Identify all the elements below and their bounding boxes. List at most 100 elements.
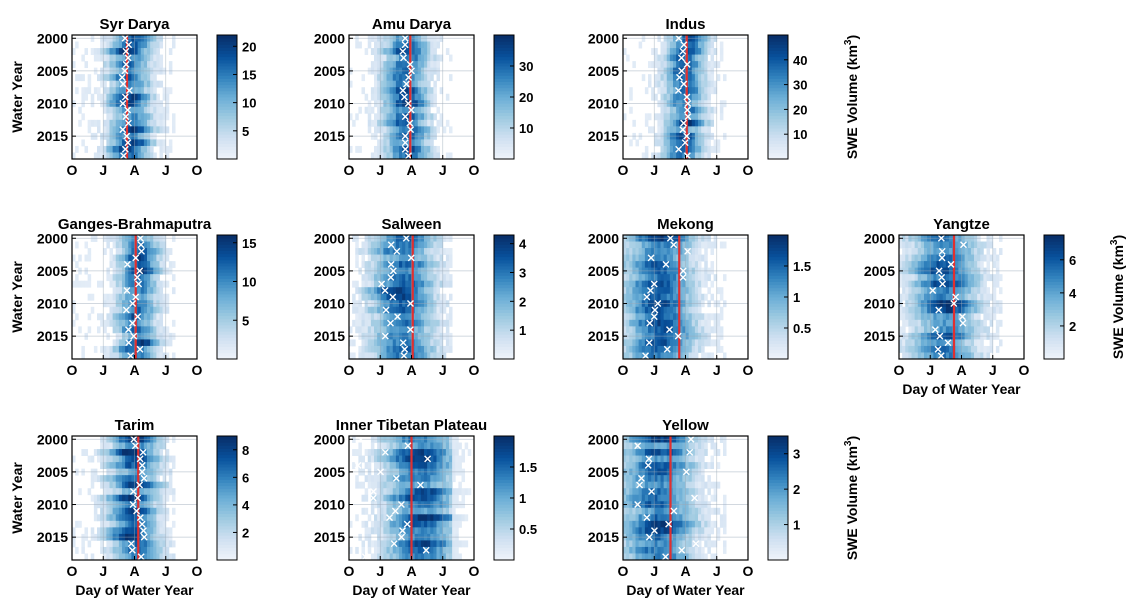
heatmap-cell (427, 61, 431, 69)
heatmap-cell (106, 48, 110, 55)
heatmap-cell (666, 280, 671, 288)
heatmap-cell (669, 287, 674, 295)
heatmap-cell (663, 119, 668, 127)
heatmap-cell (651, 254, 655, 262)
heatmap-cell (414, 280, 419, 288)
heatmap-cell (716, 74, 721, 82)
colorbar-segment (217, 553, 237, 558)
heatmap-cell (433, 93, 437, 101)
heatmap-cell (389, 54, 394, 62)
heatmap-cell (694, 248, 699, 255)
heatmap-cell (424, 48, 428, 55)
heatmap-cell (355, 475, 359, 483)
heatmap-cell (395, 475, 400, 483)
heatmap-cell (118, 61, 123, 69)
heatmap-cell (112, 113, 117, 121)
heatmap-cell (688, 119, 693, 127)
heatmap-cell (162, 455, 167, 463)
heatmap-cell (942, 274, 947, 282)
colorbar-segment (494, 324, 514, 329)
peak-marker (125, 41, 133, 49)
heatmap-cell (383, 455, 387, 463)
heatmap-cell (967, 339, 972, 347)
x-tick-label: J (376, 162, 384, 178)
heatmap-cell (707, 326, 711, 334)
heatmap-cell (682, 61, 686, 69)
heatmap-cell (414, 339, 419, 347)
heatmap-cell (704, 48, 708, 55)
heatmap-cell (402, 280, 406, 288)
heatmap-cell (87, 119, 92, 127)
heatmap-cell (131, 139, 135, 147)
heatmap-cell (159, 139, 164, 147)
colorbar-segment (494, 256, 514, 261)
colorbar-segment (217, 124, 237, 129)
y-tick-label: 2005 (37, 63, 68, 79)
heatmap-cell (651, 93, 655, 101)
heatmap-cell (420, 293, 425, 301)
heatmap-cell (986, 261, 991, 269)
heatmap-cell (100, 442, 104, 450)
colorbar-segment (217, 69, 237, 73)
heatmap-cell (386, 261, 391, 269)
heatmap-cell (156, 527, 160, 535)
colorbar-segment (768, 269, 788, 273)
heatmap-cell (694, 106, 699, 114)
heatmap-cell (395, 145, 400, 153)
heatmap-cell (150, 48, 154, 55)
heatmap-cell (436, 306, 441, 314)
heatmap-cell (442, 494, 447, 502)
heatmap-cell (128, 93, 132, 101)
x-tick-label: O (67, 362, 78, 378)
heatmap-cell (383, 280, 387, 288)
heatmap-cell (430, 126, 434, 134)
heatmap-cell (439, 313, 444, 321)
heatmap-cell (669, 313, 674, 321)
peak-marker (935, 267, 943, 275)
heatmap-cell (707, 41, 711, 49)
heatmap-cell (395, 280, 400, 288)
peak-marker (387, 273, 395, 281)
heatmap-cell (97, 527, 101, 535)
heatmap-cell (367, 106, 372, 114)
heatmap-cell (980, 241, 984, 249)
heatmap-cell (109, 553, 114, 561)
heatmap-cell (424, 339, 428, 347)
heatmap-cell (442, 293, 447, 301)
heatmap-cell (103, 494, 107, 502)
heatmap-cell (945, 274, 950, 282)
colorbar-segment (494, 59, 514, 64)
heatmap-cell (911, 274, 916, 282)
x-tick-label: O (618, 362, 629, 378)
colorbar-segment (1044, 331, 1064, 335)
heatmap-cell (128, 494, 132, 502)
heatmap-cell (162, 488, 167, 496)
heatmap-cell (908, 326, 912, 334)
heatmap-cell (112, 119, 117, 127)
heatmap-cell (147, 481, 151, 489)
heatmap-cell (165, 553, 170, 561)
colorbar-segment (217, 290, 237, 295)
heatmap-cell (433, 61, 437, 69)
heatmap-cell (172, 507, 176, 515)
heatmap-cell (632, 352, 636, 360)
heatmap-cell (414, 87, 419, 95)
heatmap-cell (75, 261, 79, 269)
heatmap-cell (673, 280, 677, 288)
heatmap-cell (162, 514, 167, 522)
heatmap-cell (626, 345, 630, 353)
heatmap-cell (632, 280, 636, 288)
heatmap-cell (676, 293, 680, 301)
peak-marker (137, 241, 145, 249)
heatmap-cell (974, 345, 978, 353)
colorbar-segment (217, 115, 237, 120)
heatmap-cell (704, 313, 708, 321)
heatmap-cell (417, 126, 422, 134)
heatmap-cell (165, 352, 170, 360)
heatmap-cell (629, 293, 633, 301)
heatmap-cell (648, 326, 652, 334)
heatmap-cell (933, 352, 937, 360)
heatmap-cell (669, 339, 674, 347)
heatmap-cell (134, 87, 139, 95)
colorbar-segment (1044, 266, 1064, 270)
